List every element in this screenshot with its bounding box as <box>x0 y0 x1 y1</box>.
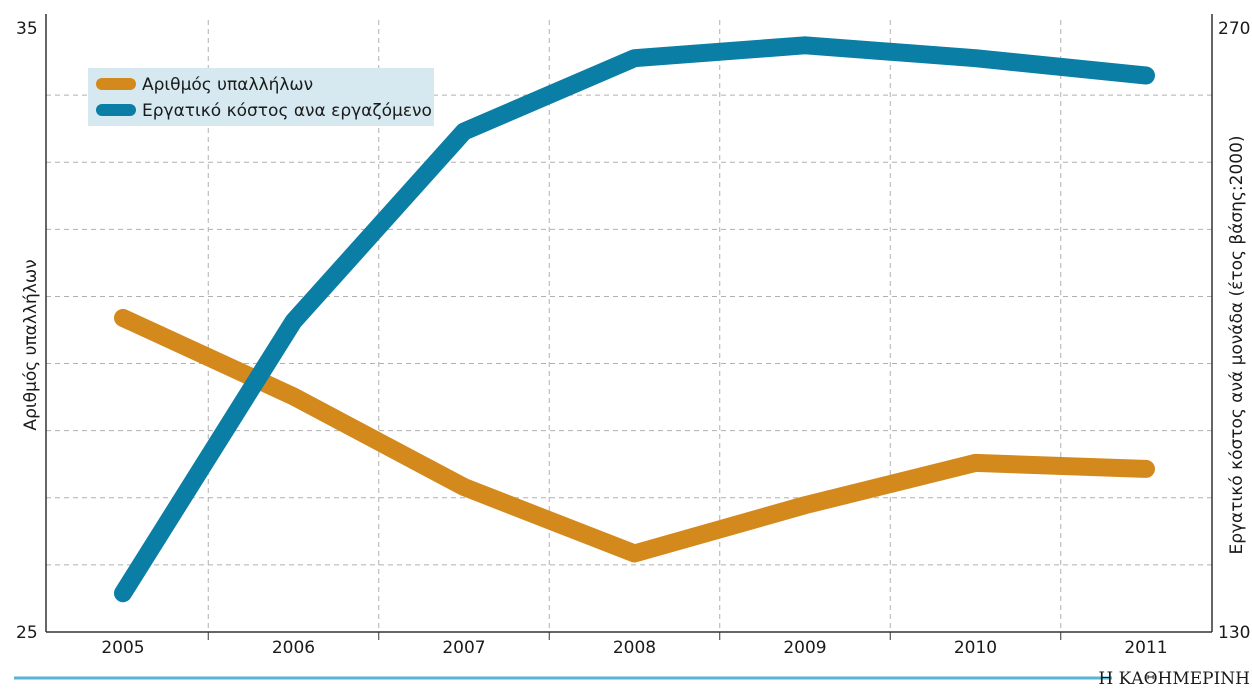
x-tick-label: 2008 <box>613 638 656 658</box>
right-axis-title: Εργατικό κόστος ανά μονάδα (έτος βάσης:2… <box>1227 135 1247 554</box>
legend-box <box>88 68 434 126</box>
legend: Αριθμός υπαλλήλων Εργατικό κόστος ανα ερ… <box>88 68 434 126</box>
brand-logo: Η ΚΑΘΗΜΕΡΙΝΗ <box>1098 669 1250 689</box>
legend-label-employees: Αριθμός υπαλλήλων <box>142 75 313 95</box>
left-tick-label: 35 <box>16 19 38 39</box>
x-tick-label: 2005 <box>101 638 144 658</box>
right-tick-label: 130 <box>1218 623 1250 643</box>
legend-label-labour-cost: Εργατικό κόστος ανα εργαζόμενο <box>142 101 432 121</box>
series-line-employees <box>114 308 1155 563</box>
x-tick-label: 2007 <box>442 638 485 658</box>
series-lines <box>114 36 1155 603</box>
x-tick-label: 2006 <box>272 638 315 658</box>
x-tick-label: 2011 <box>1124 638 1167 658</box>
left-axis-title: Αριθμός υπαλλήλων <box>21 259 41 430</box>
x-tick-label: 2010 <box>954 638 997 658</box>
left-tick-label: 25 <box>16 623 38 643</box>
x-tick-label: 2009 <box>783 638 826 658</box>
axes <box>45 14 1213 640</box>
right-tick-label: 270 <box>1218 19 1250 39</box>
series-line-labour-cost <box>114 36 1155 603</box>
tick-labels: 35 25 270 130 2005 2006 2007 2008 2009 2010 2011 <box>16 19 1250 658</box>
